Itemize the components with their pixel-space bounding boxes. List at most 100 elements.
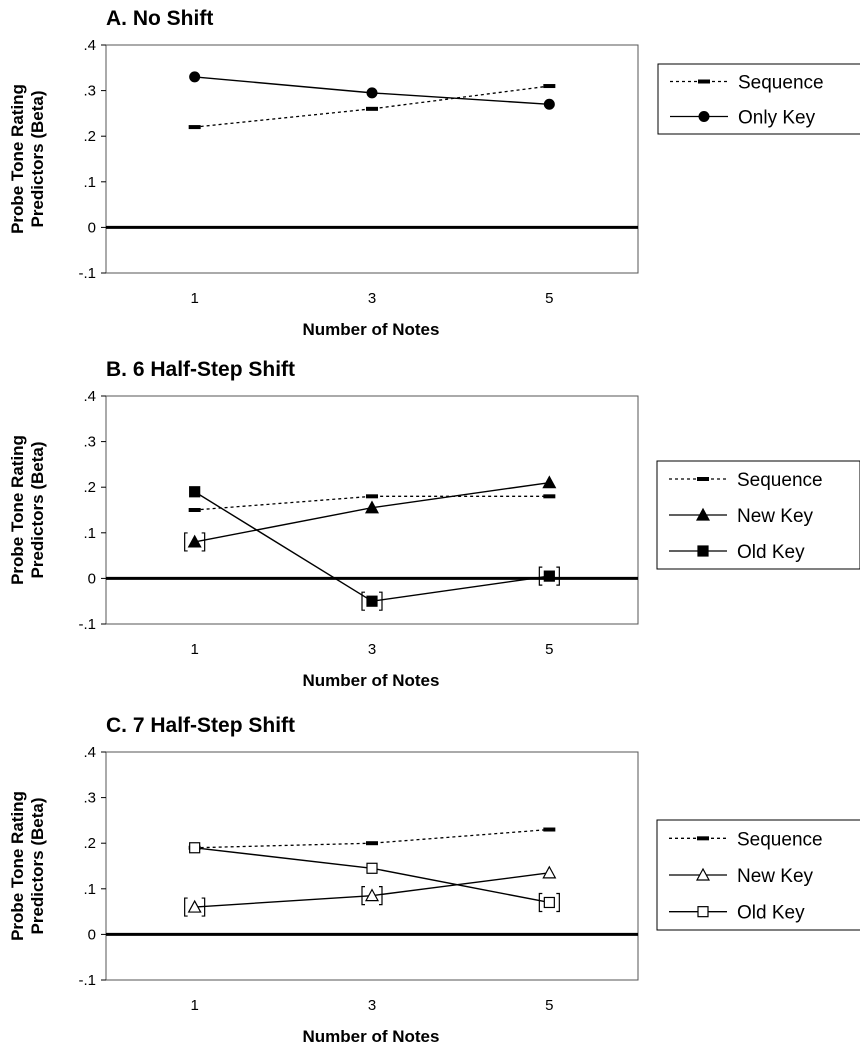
y-tick-label: .1 <box>83 881 96 898</box>
legend-label: Only Key <box>738 108 816 129</box>
y-axis-label-line1: Probe Tone Rating <box>8 84 27 234</box>
series-1-point-0-left-bracket <box>184 897 188 917</box>
legend-marker-1 <box>695 507 711 521</box>
x-axis-label: Number of Notes <box>303 1027 440 1046</box>
chart-panel-2: C. 7 Half-Step Shift -.1 0 .1 .2 .3 .4 1 3 5 Numbe… <box>8 714 860 1046</box>
y-tick-label: .4 <box>83 744 96 761</box>
y-tick-label: .4 <box>83 37 96 54</box>
series-2-point <box>543 896 555 909</box>
legend: Sequence New Key Old Key <box>656 819 860 931</box>
series-2-point <box>543 570 555 582</box>
series-1-point <box>189 71 201 83</box>
series-0-point <box>366 106 378 111</box>
series-1-point-0-left-bracket <box>184 532 188 552</box>
series-0-point <box>543 827 556 832</box>
series-2-point-1-left-bracket <box>361 591 365 611</box>
legend: Sequence Only Key <box>657 63 860 135</box>
series-1-point <box>187 899 202 913</box>
series-2-point-1-right-bracket <box>379 591 383 611</box>
series-1-point <box>542 865 557 879</box>
x-axis-label: Number of Notes <box>303 671 440 690</box>
y-tick-label: .3 <box>83 434 96 451</box>
x-tick-label: 5 <box>545 641 553 658</box>
legend-label: Sequence <box>737 470 823 491</box>
legend-marker-0 <box>698 79 710 84</box>
plot-frame <box>105 751 639 981</box>
chart-panel-1: B. 6 Half-Step Shift -.1 0 .1 .2 .3 .4 1 3 5 Numbe… <box>8 358 860 690</box>
y-tick-label: .4 <box>83 388 96 405</box>
x-tick-label: 5 <box>545 997 553 1014</box>
series-2-point <box>366 595 378 607</box>
y-axis-label-line1: Probe Tone Rating <box>8 791 27 941</box>
series-0-point <box>366 841 378 846</box>
legend-marker-0 <box>697 836 709 841</box>
y-tick-label: 0 <box>88 219 96 236</box>
y-axis-label-line1: Probe Tone Rating <box>8 435 27 585</box>
y-axis-label-line2: Predictors (Beta) <box>28 798 47 935</box>
series-2-point-2-right-bracket <box>556 892 560 913</box>
series-1-point-1-right-bracket <box>379 886 383 906</box>
series-2-point-2-left-bracket <box>538 566 543 586</box>
series-2-point <box>189 842 201 854</box>
plot-frame <box>105 395 639 625</box>
series-1-point <box>366 87 378 99</box>
series-1-point-1-left-bracket <box>361 886 365 906</box>
y-axis-label-line2: Predictors (Beta) <box>28 442 47 579</box>
y-tick-label: -.1 <box>78 616 96 633</box>
series-0-point <box>188 125 201 130</box>
legend-label: New Key <box>737 866 814 887</box>
series-1-point-0-right-bracket <box>201 532 206 552</box>
y-tick-label: -.1 <box>78 972 96 989</box>
series-0-point <box>188 508 201 512</box>
legend: Sequence New Key Old Key <box>656 460 860 570</box>
x-tick-label: 3 <box>368 641 376 658</box>
series-1-point <box>542 475 557 489</box>
series-line-0 <box>194 828 550 849</box>
y-tick-label: .2 <box>83 835 96 852</box>
y-tick-label: .2 <box>83 128 96 145</box>
chart-panel-0: A. No Shift -.1 0 .1 .2 .3 .4 1 3 5 Number of Note… <box>8 7 860 339</box>
legend-label: Sequence <box>738 73 824 94</box>
y-tick-label: .3 <box>83 83 96 100</box>
legend-label: Old Key <box>737 542 805 563</box>
series-2-point <box>189 486 201 498</box>
legend-label: Old Key <box>737 903 805 924</box>
y-tick-label: .2 <box>83 479 96 496</box>
series-1-point <box>543 98 555 110</box>
x-tick-label: 5 <box>545 290 553 307</box>
x-tick-label: 1 <box>190 290 198 307</box>
series-2-point-2-right-bracket <box>556 566 560 586</box>
y-tick-label: 0 <box>88 570 96 587</box>
legend-label: New Key <box>737 506 814 527</box>
legend-frame <box>656 819 860 931</box>
x-axis-label: Number of Notes <box>303 320 440 339</box>
legend-frame <box>657 63 860 135</box>
series-0-point <box>543 494 556 499</box>
series-0-point <box>543 84 556 89</box>
legend-marker-1 <box>698 111 710 122</box>
series-1-point <box>364 888 380 902</box>
legend-marker-0 <box>697 477 709 481</box>
x-tick-label: 1 <box>190 997 198 1014</box>
legend-marker-1 <box>695 867 711 881</box>
x-tick-label: 1 <box>190 641 198 658</box>
series-2-point <box>366 862 378 874</box>
series-0-point <box>366 494 378 499</box>
series-1-point-0-right-bracket <box>201 897 206 917</box>
y-tick-label: .1 <box>83 174 96 191</box>
legend-marker-2 <box>697 545 709 557</box>
y-tick-label: -.1 <box>78 265 96 282</box>
series-1-point <box>364 500 380 514</box>
series-line-0 <box>194 495 550 511</box>
y-tick-label: .1 <box>83 525 96 542</box>
chart-title: A. No Shift <box>106 7 213 30</box>
chart-title: C. 7 Half-Step Shift <box>106 714 295 737</box>
y-tick-label: 0 <box>88 926 96 943</box>
x-tick-label: 3 <box>368 290 376 307</box>
plot-frame <box>105 44 639 274</box>
x-tick-label: 3 <box>368 997 376 1014</box>
y-tick-label: .3 <box>83 790 96 807</box>
series-1-point <box>187 534 202 548</box>
chart-title: B. 6 Half-Step Shift <box>106 358 295 381</box>
